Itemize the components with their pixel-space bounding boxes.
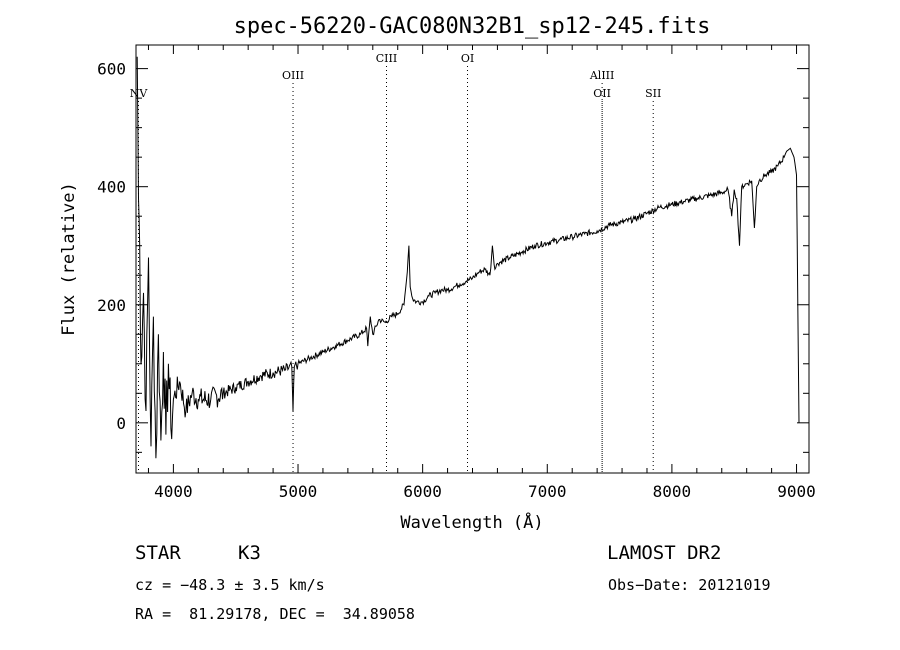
- y-axis-label: Flux (relative): [59, 182, 79, 336]
- y-tick-label: 400: [97, 178, 126, 197]
- x-tick-label: 7000: [528, 482, 567, 501]
- line-label: OII: [593, 87, 611, 100]
- redshift-value: cz = −48.3 ± 3.5 km/s: [135, 576, 325, 594]
- chart-title: spec-56220-GAC080N32B1_sp12-245.fits: [234, 14, 711, 39]
- plot-frame: [135, 44, 810, 474]
- y-tick-label: 0: [116, 414, 126, 433]
- x-tick-label: 8000: [653, 482, 692, 501]
- object-class: STAR: [135, 542, 181, 564]
- x-tick-label: 4000: [154, 482, 193, 501]
- observation-date: Obs−Date: 20121019: [608, 576, 771, 594]
- line-label: NV: [130, 87, 149, 100]
- line-label: CIII: [376, 52, 397, 65]
- x-tick-label: 5000: [279, 482, 318, 501]
- survey-name: LAMOST DR2: [607, 542, 722, 564]
- y-tick-label: 200: [97, 296, 126, 315]
- x-tick-label: 6000: [403, 482, 442, 501]
- line-label: AlIII: [589, 69, 615, 82]
- line-label: SII: [645, 87, 661, 100]
- coordinates: RA = 81.29178, DEC = 34.89058: [135, 605, 415, 623]
- object-subclass: K3: [238, 542, 261, 564]
- y-tick-label: 600: [97, 60, 126, 79]
- line-label: OIII: [282, 69, 304, 82]
- x-axis-label: Wavelength (Å): [400, 511, 543, 533]
- line-label: OI: [461, 52, 474, 65]
- x-tick-label: 9000: [777, 482, 816, 501]
- spectrum-line: [136, 56, 800, 459]
